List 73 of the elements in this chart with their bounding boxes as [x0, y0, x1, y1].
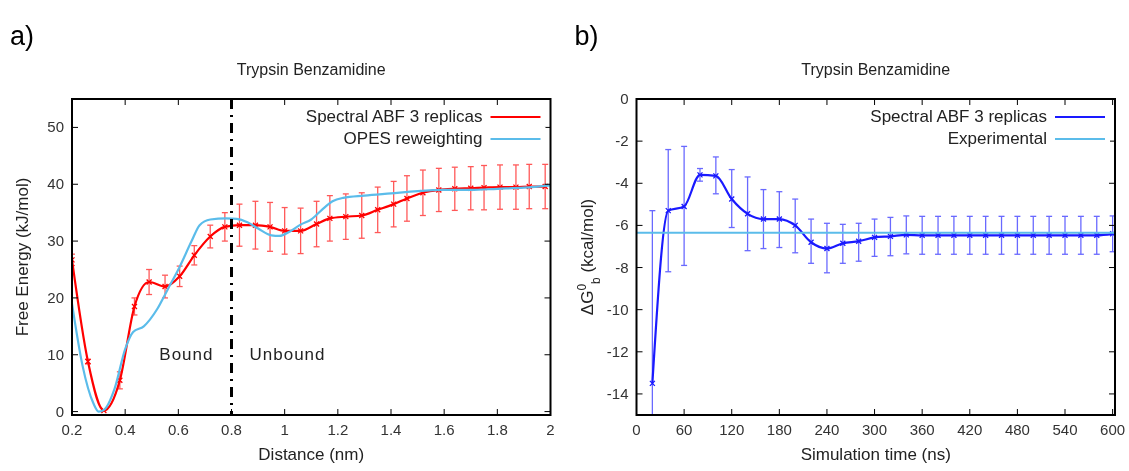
- point: [855, 238, 862, 245]
- y-tick-label: -8: [615, 258, 629, 276]
- y-tick-label: 30: [47, 232, 64, 250]
- y-tick-label: 0: [55, 402, 64, 420]
- x-tick-label: 0.6: [167, 421, 189, 438]
- y-axis-title: Free Energy (kJ/mol): [13, 177, 32, 337]
- x-tick-label: 60: [675, 421, 693, 438]
- y-tick-label: 10: [47, 345, 64, 363]
- point: [696, 171, 704, 178]
- point: [680, 203, 688, 210]
- point: [792, 222, 799, 229]
- x-tick-label: 0: [632, 421, 641, 438]
- point: [313, 220, 320, 228]
- x-tick-label: 240: [814, 421, 840, 438]
- y-tick-label: 40: [47, 175, 64, 193]
- annotation: Bound: [159, 345, 214, 364]
- y-tick-label: -6: [615, 216, 629, 234]
- x-tick-label: 0.4: [114, 421, 136, 438]
- x-tick-label: 1.8: [486, 421, 508, 438]
- x-tick-label: 120: [719, 421, 745, 438]
- annotation: Unbound: [249, 345, 326, 364]
- point: [358, 212, 365, 219]
- x-axis-title: Simulation time (ns): [800, 445, 951, 464]
- point: [266, 223, 274, 231]
- x-tick-label: 2: [546, 421, 555, 438]
- y-tick-label: -14: [606, 384, 629, 402]
- legend-label: OPES reweighting: [343, 129, 483, 148]
- x-tick-label: 180: [766, 421, 792, 438]
- x-tick-label: 0.8: [221, 421, 242, 438]
- x-tick-label: 600: [1100, 421, 1126, 438]
- point: [326, 215, 334, 222]
- x-tick-label: 480: [1004, 421, 1030, 438]
- point: [403, 195, 411, 202]
- point: [161, 283, 169, 290]
- y-tick-label: -12: [606, 342, 629, 360]
- point: [744, 210, 751, 217]
- point: [728, 195, 735, 203]
- x-tick-label: 1.4: [380, 421, 402, 438]
- text: a): [10, 21, 35, 51]
- legend-label: Spectral ABF 3 replicas: [305, 107, 483, 126]
- point: [776, 215, 783, 223]
- y-tick-label: -4: [615, 174, 629, 192]
- y-tick-label: 20: [47, 288, 64, 306]
- x-tick-label: 0.2: [61, 421, 83, 438]
- x-tick-label: 420: [957, 421, 983, 438]
- point: [207, 233, 214, 240]
- text: b): [574, 21, 599, 51]
- y-tick-label: -2: [615, 132, 629, 150]
- x-tick-label: 1.2: [327, 421, 349, 438]
- point: [665, 207, 672, 214]
- point: [236, 222, 243, 229]
- legend-label: Experimental: [947, 129, 1047, 148]
- legend-label: Spectral ABF 3 replicas: [870, 107, 1047, 126]
- y-tick-label: 0: [620, 90, 629, 107]
- x-tick-label: 360: [909, 421, 935, 438]
- x-tick-label: 540: [1052, 421, 1078, 438]
- point: [760, 215, 767, 223]
- x-tick-label: 1: [280, 421, 289, 438]
- point: [839, 240, 846, 247]
- point: [297, 227, 304, 235]
- x-axis-title: Distance (nm): [258, 445, 365, 464]
- y-tick-label: -10: [606, 300, 629, 318]
- point: [823, 245, 831, 252]
- y-tick-label: 50: [47, 118, 64, 136]
- point: [145, 278, 153, 286]
- point: [390, 200, 397, 208]
- point: [374, 206, 381, 213]
- x-tick-label: 1.6: [433, 421, 455, 438]
- point: [807, 239, 815, 246]
- chart-title: Trypsin Benzamidine: [801, 61, 951, 78]
- chart-title: Trypsin Benzamidine: [236, 61, 386, 78]
- point: [342, 213, 349, 220]
- x-tick-label: 300: [862, 421, 888, 438]
